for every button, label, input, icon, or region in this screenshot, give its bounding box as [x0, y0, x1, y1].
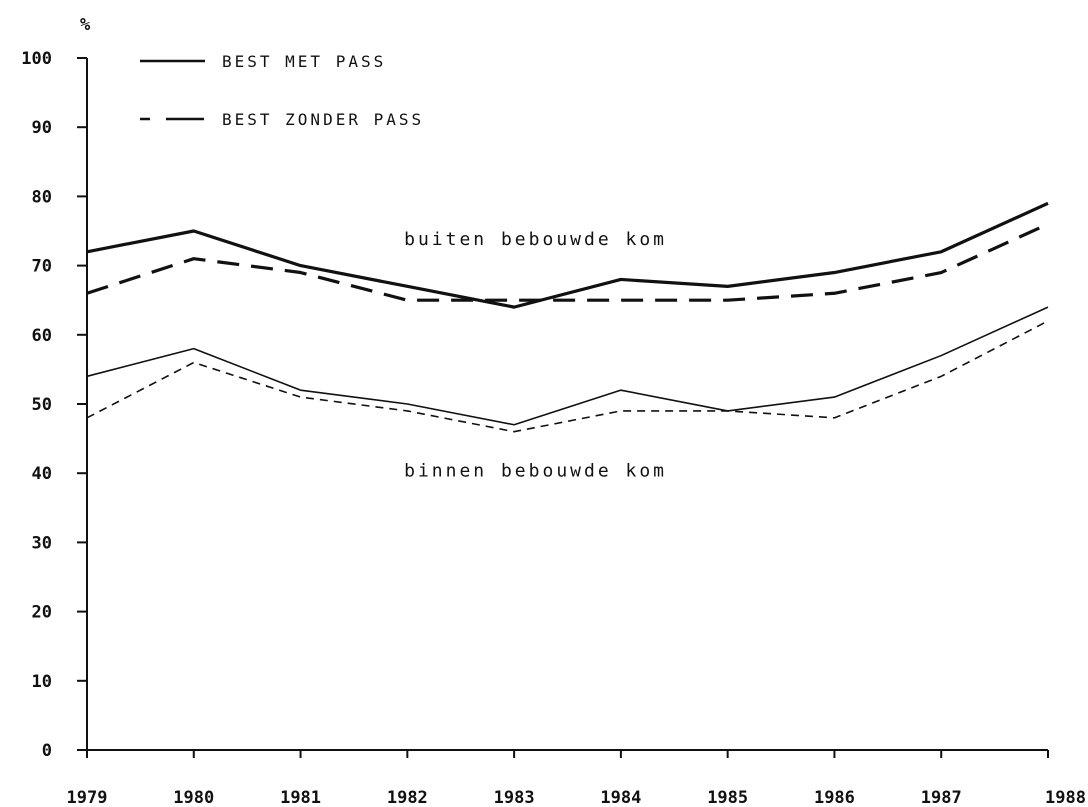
y-tick-label: 60: [32, 326, 52, 346]
x-ticks: 1979 1980 1981 1982 1983 1984 1985 1986 1987 1988: [67, 750, 1086, 807]
x-tick-label: 1985: [707, 788, 748, 807]
y-tick-label: 40: [32, 464, 52, 484]
x-tick-label: 1979: [67, 788, 108, 807]
x-tick-label: 1981: [280, 788, 321, 807]
x-tick-label: 1984: [600, 788, 641, 807]
annotations: buiten bebouwde kom binnen bebouwde kom: [404, 229, 667, 482]
group-annotation: buiten bebouwde kom: [404, 229, 667, 250]
y-tick-label: 50: [32, 395, 52, 415]
series-lines: [86, 201, 1049, 433]
y-tick-label: 100: [21, 49, 52, 69]
x-tick-label: 1988: [1045, 788, 1086, 807]
y-tick-label: 90: [32, 118, 52, 138]
legend-label: BEST MET PASS: [222, 52, 386, 71]
y-tick-label: 0: [42, 741, 52, 761]
series-line-3: [86, 320, 1049, 433]
legend-label: BEST ZONDER PASS: [222, 110, 424, 129]
series-line-1: [86, 222, 1049, 302]
y-tick-label: 80: [32, 187, 52, 207]
y-ticks: 0 10 20 30 40 50 60 70 80 90 100: [21, 49, 87, 761]
x-tick-label: 1987: [921, 788, 962, 807]
y-tick-label: 30: [32, 533, 52, 553]
x-tick-label: 1983: [494, 788, 535, 807]
x-tick-label: 1986: [814, 788, 855, 807]
series-line-0: [86, 201, 1049, 309]
y-axis-unit-label: %: [80, 15, 91, 35]
group-annotation: binnen bebouwde kom: [404, 461, 667, 482]
y-tick-label: 20: [32, 603, 52, 623]
legend: BEST MET PASS BEST ZONDER PASS: [140, 52, 424, 129]
axes: [86, 58, 1048, 751]
y-tick-label: 70: [32, 257, 52, 277]
y-tick-label: 10: [32, 672, 52, 692]
x-tick-label: 1980: [173, 788, 214, 807]
x-tick-label: 1982: [387, 788, 428, 807]
series-line-2: [86, 306, 1049, 426]
